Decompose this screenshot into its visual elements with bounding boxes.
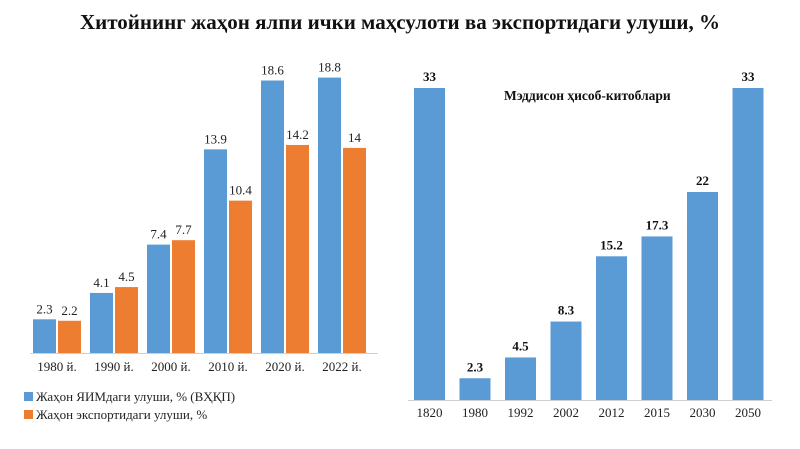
bar-right-0 [414,88,445,400]
bar-export-0 [58,320,81,353]
bar-right-1 [459,378,491,400]
legend-swatch-orange [24,410,33,419]
bar-export-5 [343,147,366,353]
data-label-right-0: 33 [423,69,437,84]
data-label-right-3: 8.3 [558,303,575,318]
chart-annotation: Мэддисон ҳисоб-китоблари [504,88,671,103]
x-tick-label-5: 2022 й. [322,359,361,374]
bar-right-7 [732,88,764,400]
data-label-export-3: 10.4 [229,183,252,198]
data-label-gdp-1: 4.1 [93,275,109,290]
data-label-right-7: 33 [742,69,756,84]
x-tick-label-0: 1980 й. [37,359,76,374]
x-tick-label-right-4: 2012 [599,405,625,420]
legend-swatch-blue [24,392,33,401]
data-label-gdp-2: 7.4 [150,227,167,242]
bar-export-3 [229,200,252,353]
data-label-export-1: 4.5 [118,269,134,284]
bar-export-2 [172,240,195,353]
bar-export-1 [115,287,138,353]
legend-item-export-share: Жаҳон экспортидаги улуши, % [24,407,207,423]
bar-gdp-2 [147,244,170,353]
x-tick-label-3: 2010 й. [208,359,247,374]
data-label-right-1: 2.3 [467,359,484,374]
left-chart: 2.3 2.2 1980 й. 4.1 4.5 1990 й. 7.4 7.7 2000 й. 1… [30,60,378,374]
legend-label-gdp-share: Жаҳон ЯИМдаги улуши, % (ВҲҚП) [36,389,236,404]
data-label-gdp-0: 2.3 [36,301,52,316]
data-label-export-2: 7.7 [175,222,192,237]
data-label-right-6: 22 [696,173,709,188]
bar-right-2 [505,357,536,400]
bar-right-3 [550,321,582,400]
bar-gdp-1 [90,292,113,353]
data-label-gdp-4: 18.6 [261,63,284,78]
bar-right-4 [596,256,627,400]
bar-right-6 [687,192,718,400]
bar-gdp-0 [33,319,56,353]
page-title: Хитойнинг жаҳон ялпи ички маҳсулоти ва э… [80,10,720,34]
data-label-gdp-5: 18.8 [318,60,341,75]
data-label-export-0: 2.2 [61,303,77,318]
bar-right-5 [641,236,673,400]
x-tick-label-right-2: 1992 [508,405,534,420]
x-tick-label-right-3: 2002 [553,405,579,420]
data-label-right-2: 4.5 [512,338,529,353]
legend-item-gdp-share: Жаҳон ЯИМдаги улуши, % (ВҲҚП) [24,389,235,405]
x-tick-label-4: 2020 й. [265,359,304,374]
x-tick-label-right-5: 2015 [644,405,670,420]
bar-export-4 [286,144,309,353]
data-label-export-5: 14 [348,130,362,145]
data-label-export-4: 14.2 [286,127,309,142]
x-tick-label-right-1: 1980 [462,405,488,420]
bar-gdp-4 [261,80,284,353]
x-tick-label-right-0: 1820 [417,405,443,420]
x-tick-label-right-6: 2030 [690,405,716,420]
legend-label-export-share: Жаҳон экспортидаги улуши, % [36,407,208,422]
bar-gdp-5 [318,77,341,353]
x-tick-label-right-7: 2050 [735,405,761,420]
data-label-right-5: 17.3 [646,217,669,232]
data-label-gdp-3: 13.9 [204,131,227,146]
x-tick-label-2: 2000 й. [151,359,190,374]
bar-gdp-3 [204,149,227,353]
x-tick-label-1: 1990 й. [94,359,133,374]
data-label-right-4: 15.2 [600,237,623,252]
